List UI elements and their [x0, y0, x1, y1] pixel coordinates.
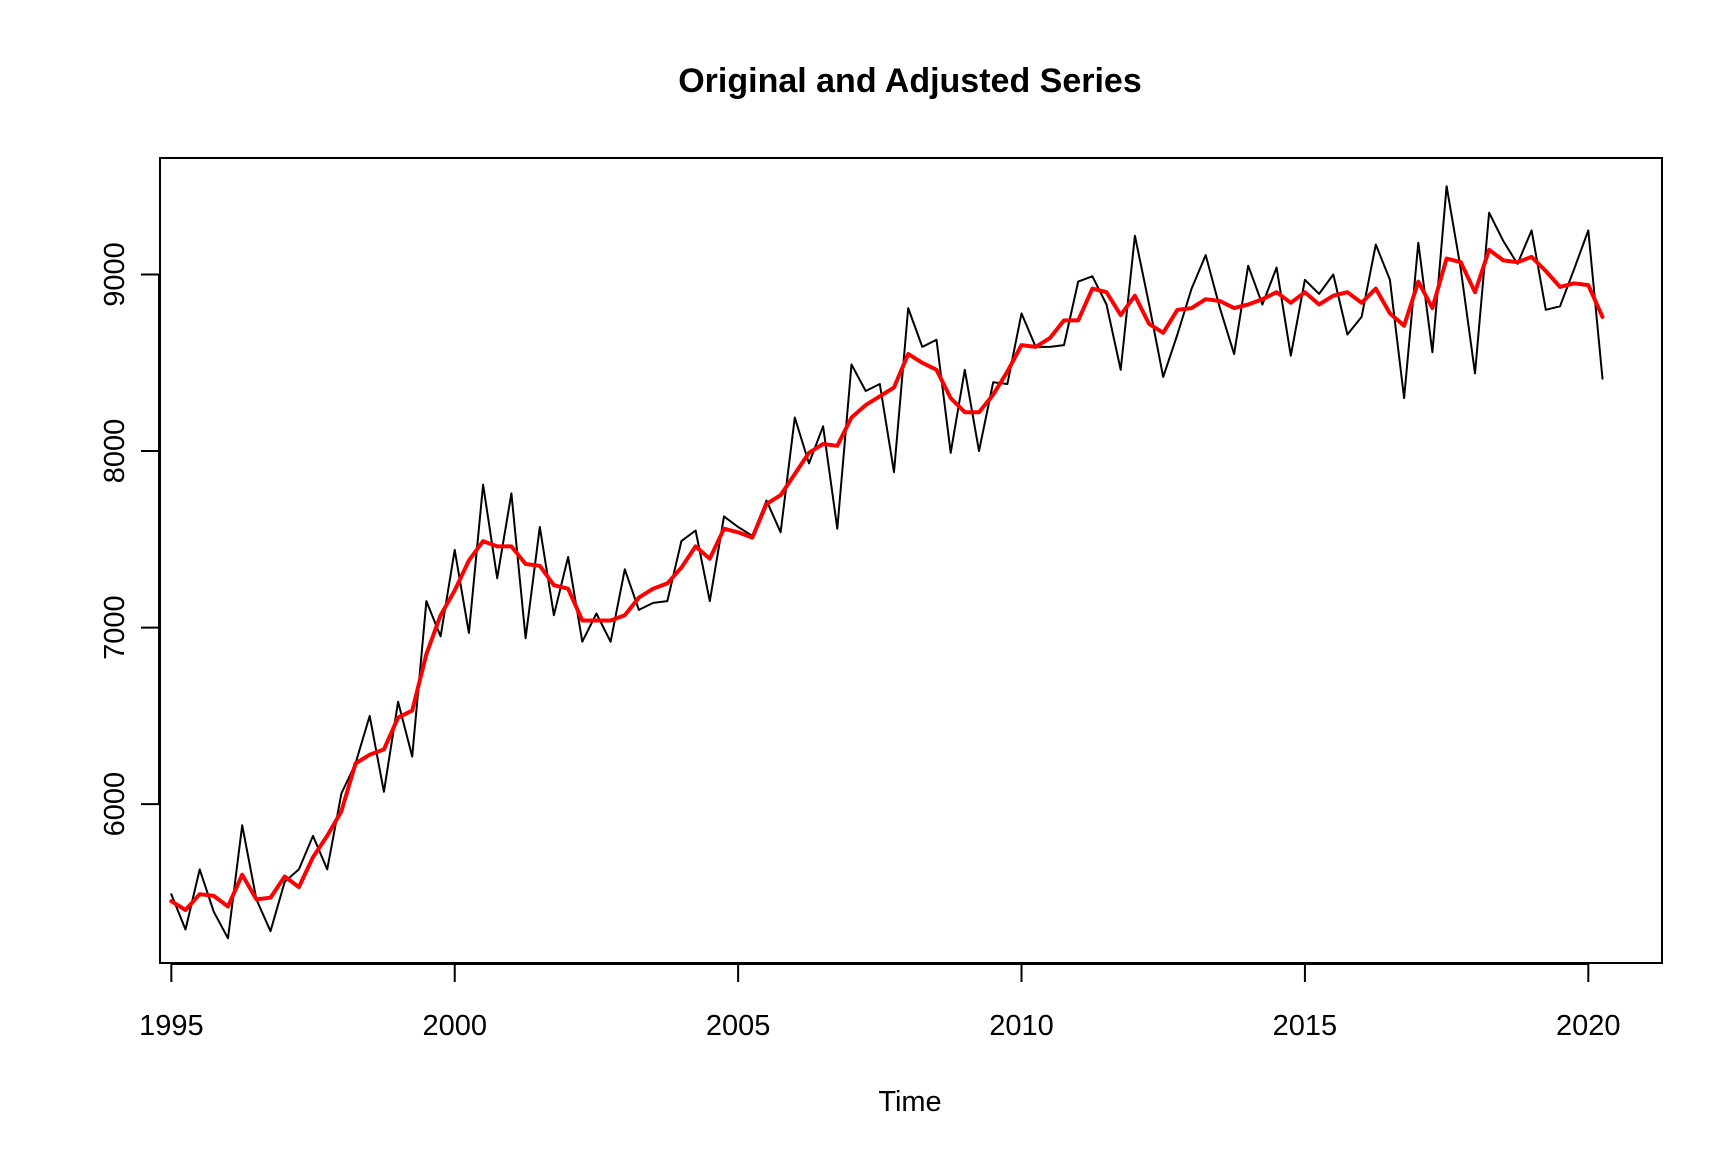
adjusted-series-line	[169, 247, 1605, 912]
x-axis-label: Time	[878, 1086, 941, 1118]
series-layer	[169, 185, 1605, 940]
y-tick-label: 6000	[99, 772, 131, 837]
y-tick-label: 8000	[99, 419, 131, 484]
x-tick-label: 2000	[422, 1010, 487, 1042]
plot-frame	[159, 157, 1663, 964]
x-axis: 1995 2000 2005 2010 2015 2020	[139, 963, 1621, 1042]
x-tick-label: 1995	[139, 1010, 204, 1042]
x-tick-label: 2015	[1273, 1010, 1338, 1042]
y-tick-label: 9000	[99, 242, 131, 307]
x-tick-label: 2005	[706, 1010, 771, 1042]
y-tick-label: 7000	[99, 595, 131, 660]
x-tick-label: 2010	[989, 1010, 1054, 1042]
chart-title: Original and Adjusted Series	[678, 62, 1142, 100]
y-axis: 6000 7000 8000 9000	[99, 242, 160, 837]
original-series-line	[170, 185, 1604, 940]
x-tick-label: 2020	[1556, 1010, 1621, 1042]
